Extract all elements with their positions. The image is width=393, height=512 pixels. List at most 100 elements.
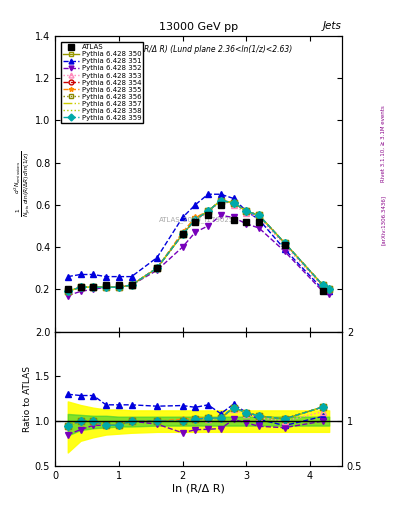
Pythia 6.428 357	[116, 284, 121, 290]
Pythia 6.428 357	[206, 208, 210, 214]
Pythia 6.428 353	[91, 284, 95, 290]
Pythia 6.428 355	[327, 286, 332, 292]
Pythia 6.428 352	[193, 229, 198, 236]
Pythia 6.428 359	[78, 284, 83, 290]
Pythia 6.428 354	[91, 284, 95, 290]
Pythia 6.428 358	[104, 284, 108, 290]
Pythia 6.428 351	[180, 215, 185, 221]
Pythia 6.428 350	[180, 231, 185, 238]
Pythia 6.428 352	[244, 221, 249, 227]
ATLAS	[206, 212, 210, 219]
Pythia 6.428 356	[116, 284, 121, 290]
Pythia 6.428 353	[206, 210, 210, 216]
Pythia 6.428 358	[180, 231, 185, 238]
Pythia 6.428 355	[180, 229, 185, 236]
ATLAS	[104, 282, 108, 288]
Pythia 6.428 358	[129, 282, 134, 288]
Pythia 6.428 357	[231, 200, 236, 206]
ATLAS	[320, 288, 325, 294]
Pythia 6.428 350	[65, 288, 70, 294]
Pythia 6.428 354	[327, 286, 332, 292]
Pythia 6.428 353	[327, 286, 332, 292]
Pythia 6.428 359	[193, 217, 198, 223]
Pythia 6.428 358	[244, 208, 249, 214]
ATLAS	[78, 284, 83, 290]
Pythia 6.428 358	[65, 288, 70, 294]
Pythia 6.428 352	[104, 284, 108, 290]
Pythia 6.428 355	[155, 265, 160, 271]
Pythia 6.428 352	[219, 212, 223, 219]
Pythia 6.428 356	[327, 286, 332, 292]
ATLAS	[129, 282, 134, 288]
Pythia 6.428 352	[129, 282, 134, 288]
Line: Pythia 6.428 358: Pythia 6.428 358	[68, 201, 329, 291]
Pythia 6.428 359	[257, 212, 261, 219]
Line: Pythia 6.428 359: Pythia 6.428 359	[65, 198, 332, 294]
Text: Jets: Jets	[323, 22, 342, 31]
Pythia 6.428 353	[193, 217, 198, 223]
Pythia 6.428 351	[116, 273, 121, 280]
Pythia 6.428 357	[78, 284, 83, 290]
Pythia 6.428 352	[231, 215, 236, 221]
Line: ATLAS: ATLAS	[64, 202, 326, 294]
Pythia 6.428 359	[116, 284, 121, 290]
ATLAS	[65, 286, 70, 292]
Pythia 6.428 353	[320, 284, 325, 290]
Pythia 6.428 355	[129, 282, 134, 288]
Pythia 6.428 359	[180, 231, 185, 238]
Pythia 6.428 359	[206, 208, 210, 214]
Pythia 6.428 358	[78, 284, 83, 290]
Pythia 6.428 355	[78, 284, 83, 290]
Pythia 6.428 353	[180, 231, 185, 238]
Y-axis label: Ratio to ATLAS: Ratio to ATLAS	[23, 366, 32, 432]
Pythia 6.428 359	[65, 288, 70, 294]
Pythia 6.428 351	[129, 273, 134, 280]
ATLAS	[155, 265, 160, 271]
Pythia 6.428 350	[116, 284, 121, 290]
Pythia 6.428 354	[257, 212, 261, 219]
Pythia 6.428 359	[129, 282, 134, 288]
Pythia 6.428 354	[116, 284, 121, 290]
Pythia 6.428 353	[219, 198, 223, 204]
Pythia 6.428 356	[219, 198, 223, 204]
ATLAS	[282, 242, 287, 248]
Pythia 6.428 358	[327, 286, 332, 292]
Pythia 6.428 357	[155, 265, 160, 271]
Pythia 6.428 352	[78, 288, 83, 294]
Pythia 6.428 353	[116, 284, 121, 290]
Pythia 6.428 354	[65, 288, 70, 294]
Pythia 6.428 357	[180, 231, 185, 238]
Line: Pythia 6.428 355: Pythia 6.428 355	[65, 198, 332, 294]
Pythia 6.428 356	[206, 208, 210, 214]
Pythia 6.428 355	[104, 284, 108, 290]
Pythia 6.428 351	[257, 217, 261, 223]
Line: Pythia 6.428 350: Pythia 6.428 350	[65, 198, 332, 294]
Pythia 6.428 353	[129, 282, 134, 288]
Pythia 6.428 356	[78, 284, 83, 290]
Pythia 6.428 351	[155, 254, 160, 261]
Pythia 6.428 351	[327, 288, 332, 294]
ATLAS	[231, 217, 236, 223]
Pythia 6.428 352	[65, 292, 70, 298]
Line: Pythia 6.428 357: Pythia 6.428 357	[68, 201, 329, 291]
Pythia 6.428 355	[282, 240, 287, 246]
Pythia 6.428 356	[231, 200, 236, 206]
Pythia 6.428 355	[206, 208, 210, 214]
ATLAS	[91, 284, 95, 290]
Pythia 6.428 353	[65, 288, 70, 294]
Pythia 6.428 356	[180, 231, 185, 238]
Pythia 6.428 355	[257, 212, 261, 219]
Pythia 6.428 352	[180, 244, 185, 250]
Pythia 6.428 359	[244, 208, 249, 214]
Pythia 6.428 357	[104, 284, 108, 290]
Pythia 6.428 359	[91, 284, 95, 290]
Pythia 6.428 350	[104, 284, 108, 290]
Pythia 6.428 358	[193, 217, 198, 223]
Pythia 6.428 350	[231, 200, 236, 206]
Pythia 6.428 359	[219, 198, 223, 204]
Pythia 6.428 352	[155, 267, 160, 273]
Pythia 6.428 350	[155, 265, 160, 271]
Pythia 6.428 350	[282, 240, 287, 246]
Text: ATLAS_2020_I1790256: ATLAS_2020_I1790256	[159, 216, 238, 223]
Pythia 6.428 352	[320, 288, 325, 294]
